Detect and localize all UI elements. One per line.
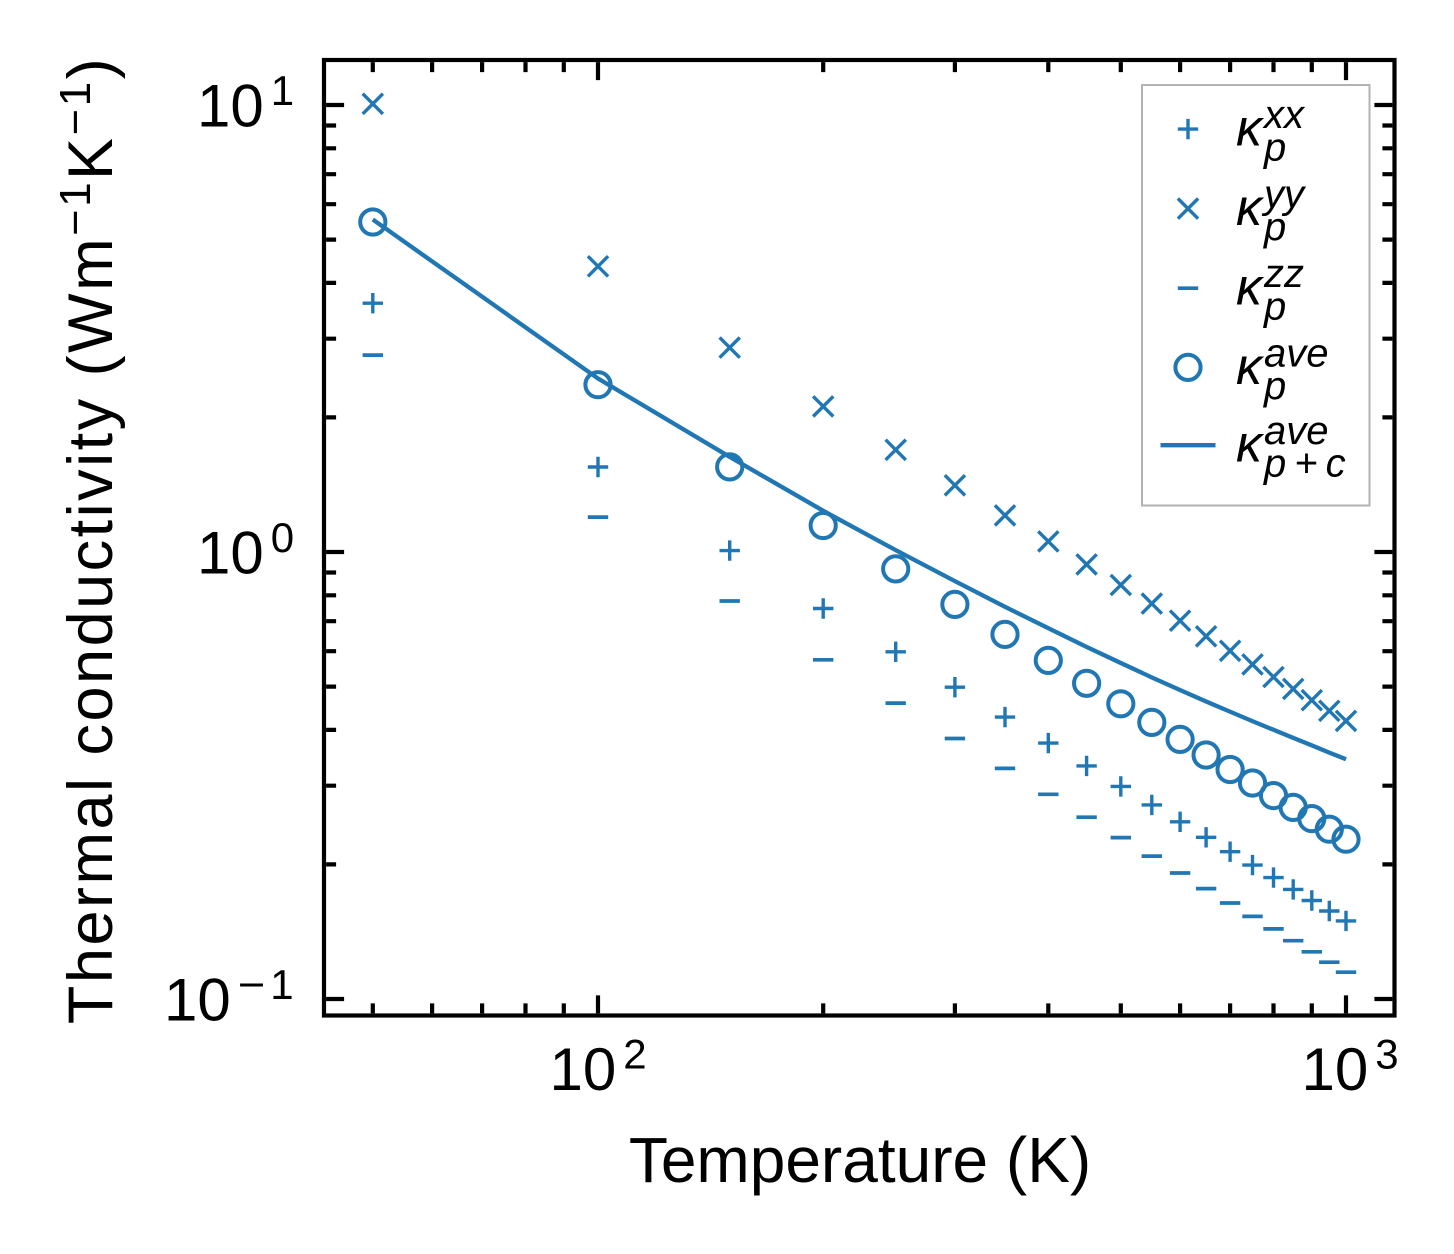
svg-text:Thermal conductivity (Wm−1K−1): Thermal conductivity (Wm−1K−1) (51, 56, 126, 1024)
svg-text:100: 10 0 (197, 514, 294, 587)
svg-text:p + c: p + c (1263, 442, 1346, 486)
svg-text:101: 10 1 (197, 67, 294, 140)
svg-text:103: 10 3 (1302, 1031, 1399, 1104)
svg-text:κ: κ (1236, 179, 1265, 237)
svg-text:10−1: 10−1 (164, 961, 294, 1034)
svg-text:Temperature (K): Temperature (K) (629, 1124, 1091, 1196)
svg-text:p: p (1263, 364, 1286, 408)
svg-text:κ: κ (1236, 338, 1265, 396)
svg-text:ave: ave (1264, 409, 1329, 453)
svg-text:102: 10 2 (550, 1031, 647, 1104)
svg-text:xx: xx (1262, 93, 1306, 137)
svg-text:p: p (1263, 205, 1286, 249)
svg-text:zz: zz (1263, 252, 1304, 296)
svg-text:κ: κ (1236, 416, 1265, 474)
svg-text:yy: yy (1261, 173, 1307, 217)
svg-text:κ: κ (1236, 100, 1265, 158)
svg-text:ave: ave (1264, 331, 1329, 375)
svg-text:p: p (1263, 126, 1286, 170)
svg-text:p: p (1263, 285, 1286, 329)
svg-text:κ: κ (1236, 259, 1265, 317)
